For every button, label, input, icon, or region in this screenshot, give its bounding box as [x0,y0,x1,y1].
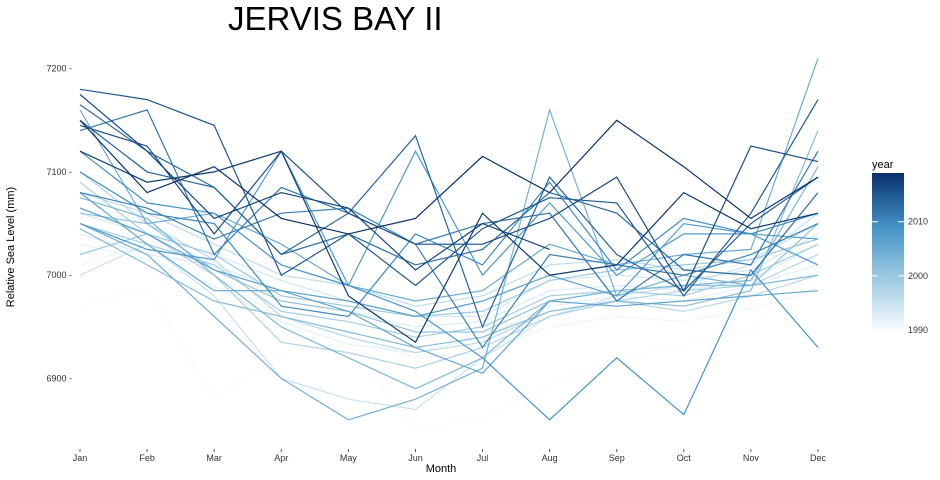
x-tick-label: May [340,453,358,463]
x-tick-label: Jun [408,453,423,463]
series-line-2019 [79,119,819,235]
legend-ticks: 1990 2000 2010 [872,217,928,335]
x-tick-label: Sep [609,453,625,463]
series-line-2010 [79,171,819,318]
series-line-2002 [79,130,819,349]
series-line-2011 [79,192,819,349]
series-line-2007 [79,207,819,318]
series-line-1993 [79,233,819,328]
y-tick-label: 7100 - [46,167,72,177]
y-tick-label: 6900 - [46,374,72,384]
y-axis-title: Relative Sea Level (mm) [5,187,17,307]
y-tick-label: 7000 - [46,270,72,280]
y-axis: 6900 - 7000 - 7100 - 7200 - [46,64,72,384]
series-line-2015 [79,88,819,297]
series-line-2017 [79,93,550,271]
x-axis-title: Month [426,463,457,475]
x-tick-label: Nov [743,453,760,463]
series-line-1996 [79,192,819,307]
series-line-1995 [79,212,819,411]
x-tick-label: Jul [477,453,489,463]
legend-tick-label: 1990 [908,325,928,335]
x-tick-label: Mar [206,453,222,463]
series-line-2009 [79,150,819,421]
series-line-2004 [79,107,819,421]
x-tick-label: Oct [677,453,692,463]
series-line-2008 [79,149,819,287]
series-line-2018 [79,150,819,344]
x-tick-label: Dec [810,453,827,463]
chart-title: JERVIS BAY II [228,0,443,37]
series-line-2001 [79,212,819,333]
x-tick-label: Feb [139,453,155,463]
series-line-2012 [79,109,819,302]
series-line-1992 [79,243,819,354]
series-line-2016 [79,124,819,292]
legend-tick-label: 2010 [908,217,928,227]
legend: year 1990 2000 2010 [872,159,928,335]
x-tick-label: Aug [542,453,558,463]
series-line-1991 [79,243,819,359]
series-line-1997 [79,171,819,354]
series-line-2000 [79,233,819,318]
x-tick-label: Apr [274,453,288,463]
x-axis: Jan Feb Mar Apr May Jun Jul Aug Sep Oct Nov Dec [73,449,827,463]
x-tick-label: Jan [73,453,88,463]
series-line-2003 [79,166,819,390]
plot-lines [79,58,819,431]
legend-tick-label: 2000 [908,271,928,281]
series-line-1998 [79,181,819,369]
series-line-2006 [79,192,819,375]
y-tick-label: 7200 - [46,64,72,74]
legend-colorbar [872,173,904,330]
series-line-2014 [79,119,819,329]
legend-title: year [872,159,894,171]
series-line-1990 [79,254,819,431]
